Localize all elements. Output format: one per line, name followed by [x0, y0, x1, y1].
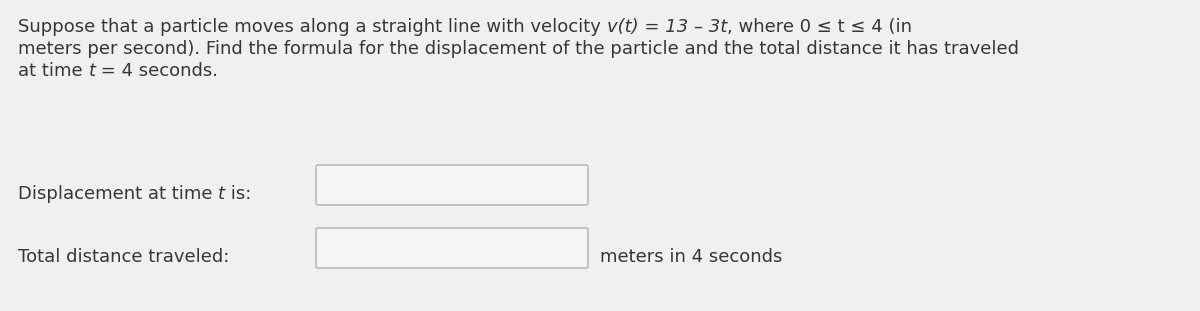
Text: , where 0 ≤ t ≤ 4 (in: , where 0 ≤ t ≤ 4 (in — [727, 18, 912, 36]
Text: is:: is: — [226, 185, 252, 203]
Text: t: t — [218, 185, 226, 203]
Text: meters per second). Find the formula for the displacement of the particle and th: meters per second). Find the formula for… — [18, 40, 1019, 58]
Text: at time: at time — [18, 62, 89, 80]
Text: t: t — [89, 62, 95, 80]
Text: Total distance traveled:: Total distance traveled: — [18, 248, 229, 266]
FancyBboxPatch shape — [316, 228, 588, 268]
Text: meters in 4 seconds: meters in 4 seconds — [600, 248, 782, 266]
Text: v(t) = 13 – 3t: v(t) = 13 – 3t — [607, 18, 727, 36]
Text: Suppose that a particle moves along a straight line with velocity: Suppose that a particle moves along a st… — [18, 18, 607, 36]
FancyBboxPatch shape — [316, 165, 588, 205]
Text: = 4 seconds.: = 4 seconds. — [95, 62, 218, 80]
Text: Displacement at time: Displacement at time — [18, 185, 218, 203]
